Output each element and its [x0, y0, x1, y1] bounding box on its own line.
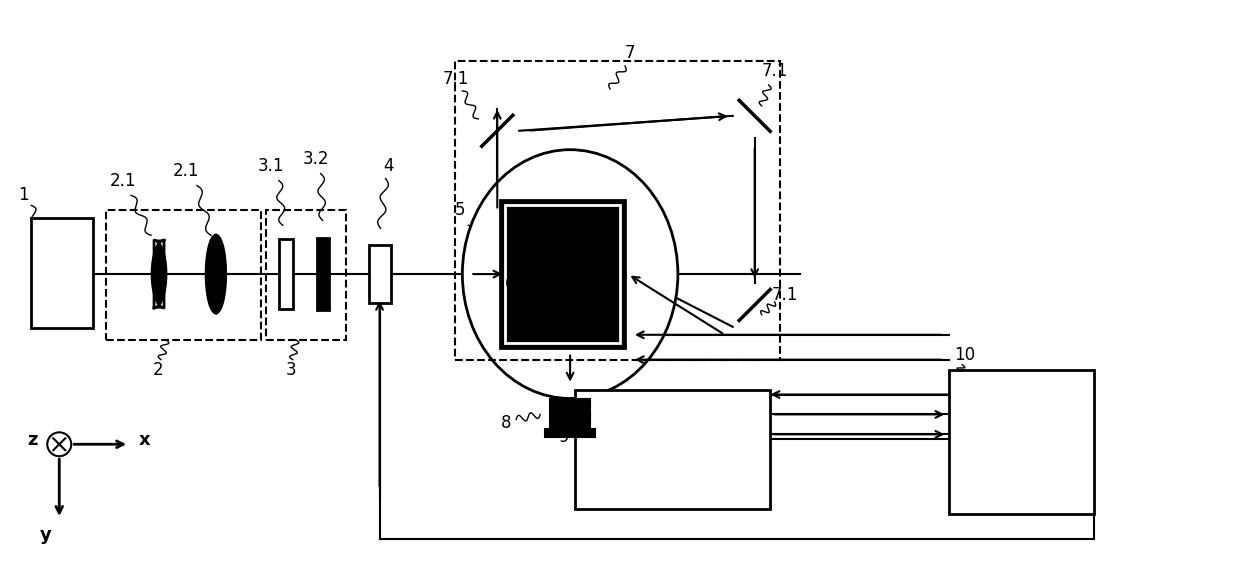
Bar: [546, 429, 595, 437]
Bar: [455, 61, 780, 360]
Bar: [265, 210, 346, 340]
Text: 7.1: 7.1: [761, 62, 787, 80]
Text: 7.1: 7.1: [771, 286, 797, 304]
Text: 2.1: 2.1: [172, 162, 200, 180]
Text: 3.1: 3.1: [258, 157, 284, 175]
Circle shape: [47, 432, 71, 456]
Text: 4: 4: [383, 157, 394, 175]
Bar: [950, 370, 1094, 514]
Text: z: z: [27, 431, 37, 449]
Text: 10: 10: [954, 346, 975, 364]
Bar: [575, 389, 770, 509]
Ellipse shape: [463, 150, 678, 399]
Polygon shape: [206, 235, 226, 313]
Polygon shape: [153, 240, 166, 308]
Text: 3.2: 3.2: [303, 150, 329, 168]
Bar: [551, 400, 590, 429]
Text: 1: 1: [19, 187, 29, 205]
Text: 7: 7: [625, 44, 635, 62]
Bar: [31, 218, 93, 328]
Bar: [107, 210, 260, 340]
Bar: [500, 200, 625, 347]
Bar: [368, 245, 391, 303]
Text: 11: 11: [544, 216, 565, 234]
Bar: [316, 238, 329, 310]
Text: 9: 9: [559, 428, 569, 446]
Text: y: y: [40, 526, 51, 544]
Text: 3: 3: [285, 361, 296, 379]
Bar: [505, 206, 620, 343]
Text: 2.1: 2.1: [110, 171, 136, 189]
Text: 8: 8: [501, 414, 512, 432]
Text: 5: 5: [455, 202, 465, 220]
Text: x: x: [139, 431, 151, 449]
Text: 6: 6: [505, 275, 516, 293]
Text: 2: 2: [153, 361, 164, 379]
Text: 7.1: 7.1: [443, 70, 469, 88]
Bar: [279, 239, 293, 309]
